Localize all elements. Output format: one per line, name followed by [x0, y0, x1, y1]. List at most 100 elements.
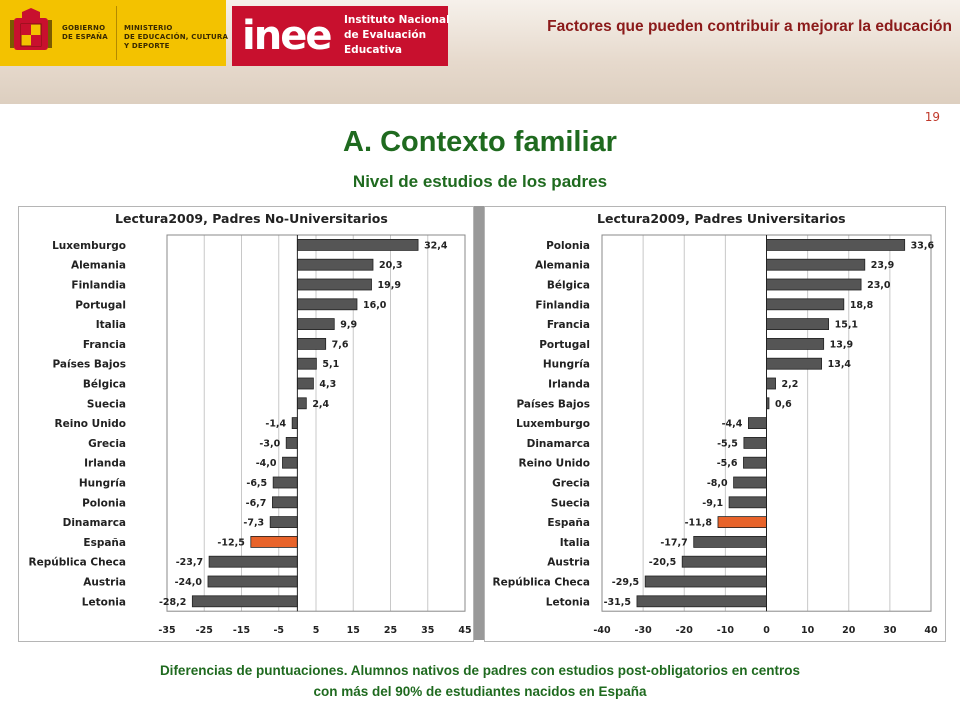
data-label: 4,3 [319, 379, 336, 390]
data-label: -12,5 [217, 537, 244, 548]
data-label: 2,2 [782, 379, 799, 390]
data-label: -8,0 [707, 478, 728, 489]
category-label: Grecia [552, 478, 590, 490]
category-label: Austria [547, 557, 590, 569]
bar [272, 476, 298, 489]
x-tick-label: -10 [717, 625, 735, 636]
category-label: Dinamarca [63, 517, 126, 529]
category-label: Irlanda [548, 379, 590, 391]
divider [116, 6, 117, 60]
data-label: 23,0 [867, 280, 891, 291]
category-label: Reino Unido [55, 418, 126, 430]
x-tick-label: -40 [593, 625, 611, 636]
data-label: 0,6 [775, 399, 792, 410]
x-tick-label: 10 [801, 625, 815, 636]
x-tick-label: -30 [635, 625, 653, 636]
category-label: Dinamarca [527, 438, 590, 450]
inee-name: Instituto Nacional de Evaluación Educati… [344, 14, 450, 56]
category-label: Alemania [71, 260, 126, 272]
data-label: -4,0 [256, 458, 277, 469]
category-label: Francia [83, 339, 126, 351]
bar [296, 357, 317, 370]
data-label: 32,4 [424, 240, 448, 251]
x-tick-label: 30 [883, 625, 897, 636]
bar [766, 278, 862, 291]
data-label: 33,6 [911, 240, 935, 251]
page-number: 19 [924, 110, 940, 124]
category-label: Países Bajos [52, 359, 126, 371]
category-label: Reino Unido [519, 458, 590, 470]
category-label: Hungría [79, 478, 126, 490]
data-label: -11,8 [685, 518, 713, 529]
bar [285, 436, 298, 449]
category-label: Luxemburgo [516, 418, 590, 430]
x-tick-label: -35 [158, 625, 175, 636]
panel-divider [474, 206, 484, 640]
category-label: Letonia [546, 596, 590, 608]
category-label: Grecia [88, 438, 126, 450]
bar [296, 278, 372, 291]
plot-frame [166, 234, 466, 612]
data-label: 13,4 [828, 359, 852, 370]
data-label: -31,5 [604, 597, 631, 608]
x-tick-label: 45 [458, 625, 471, 636]
bar [733, 476, 767, 489]
bar [272, 496, 298, 509]
bar [296, 397, 307, 410]
inee-wordmark: inee [242, 13, 332, 59]
chart-caption: Diferencias de puntuaciones. Alumnos nat… [0, 660, 960, 702]
data-label: -3,0 [259, 438, 280, 449]
bar [296, 258, 374, 271]
data-label: -24,0 [175, 577, 203, 588]
category-label: Luxemburgo [52, 240, 126, 252]
category-label: Hungría [543, 359, 590, 371]
header-banner: GOBIERNO DE ESPAÑA MINISTERIO DE EDUCACI… [0, 0, 960, 104]
chart-title: Lectura2009, Padres No-Universitarios [115, 211, 388, 226]
category-label: Países Bajos [516, 398, 590, 410]
data-label: -5,6 [717, 458, 738, 469]
data-label: 13,9 [830, 339, 853, 350]
category-label: Letonia [82, 596, 126, 608]
bar [766, 258, 866, 271]
category-label: Polonia [546, 240, 590, 252]
category-label: República Checa [29, 557, 127, 569]
category-label: Francia [547, 319, 590, 331]
category-label: Bélgica [547, 280, 590, 292]
data-label: -28,2 [159, 597, 186, 608]
category-label: Italia [96, 319, 126, 331]
category-label: República Checa [493, 577, 591, 589]
bar [291, 417, 298, 430]
data-label: -23,7 [176, 557, 203, 568]
page-title: A. Contexto familiar [343, 126, 617, 158]
bar [644, 575, 767, 588]
bar [207, 575, 298, 588]
x-tick-label: 35 [421, 625, 434, 636]
data-label: -9,1 [702, 498, 723, 509]
bar [748, 417, 767, 430]
data-label: 18,8 [850, 300, 874, 311]
bar [296, 337, 327, 350]
data-label: 23,9 [871, 260, 894, 271]
data-label: -5,5 [717, 438, 738, 449]
category-label: Bélgica [83, 379, 126, 391]
category-label: Italia [560, 537, 590, 549]
caption-line-2: con más del 90% de estudiantes nacidos e… [313, 684, 647, 699]
x-tick-label: 15 [347, 625, 360, 636]
chart-title: Lectura2009, Padres Universitarios [597, 211, 846, 226]
category-label: Suecia [87, 398, 126, 410]
inee-logo: inee Instituto Nacional de Evaluación Ed… [232, 6, 450, 66]
x-tick-label: -20 [676, 625, 694, 636]
x-tick-label: 25 [384, 625, 397, 636]
data-label: -7,3 [243, 518, 264, 529]
data-label: -17,7 [660, 537, 687, 548]
bar [717, 516, 767, 529]
bar [296, 298, 358, 311]
category-label: Suecia [551, 497, 590, 509]
x-tick-label: -15 [233, 625, 250, 636]
data-label: 5,1 [322, 359, 339, 370]
data-label: 2,4 [312, 399, 329, 410]
bar [282, 456, 298, 469]
government-logo: GOBIERNO DE ESPAÑA MINISTERIO DE EDUCACI… [0, 0, 229, 66]
ministry-text: MINISTERIO DE EDUCACIÓN, CULTURA Y DEPOR… [124, 24, 229, 50]
data-label: 7,6 [332, 339, 349, 350]
